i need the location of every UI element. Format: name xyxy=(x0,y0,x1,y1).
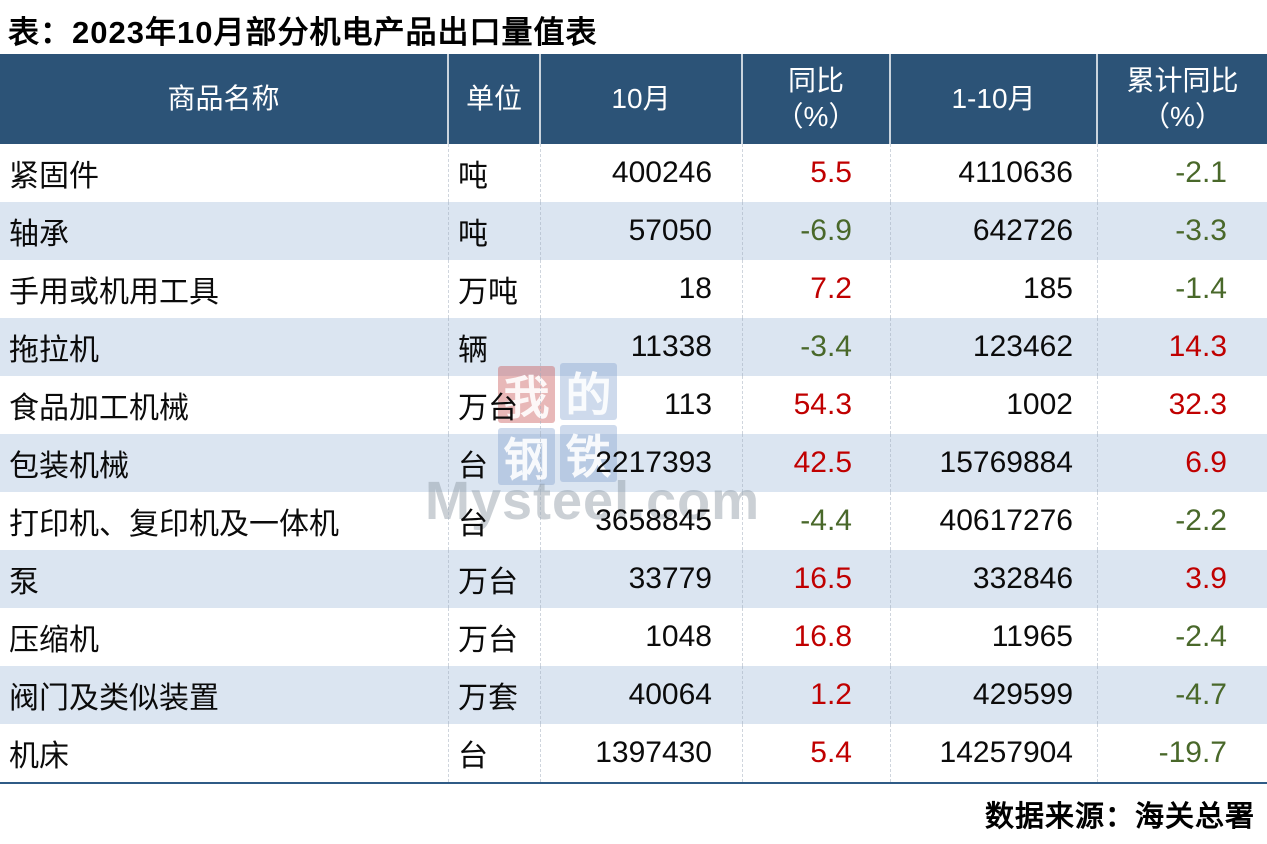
table-header-row: 商品名称 单位 10月 同比 （%） 1-10月 累计同比 （%） xyxy=(0,54,1267,144)
cell-yoy: 5.5 xyxy=(743,144,891,202)
cell-janoct: 14257904 xyxy=(891,724,1098,782)
cell-name: 阀门及类似装置 xyxy=(0,666,449,724)
cell-cumyoy: -2.1 xyxy=(1175,156,1227,189)
table-row: 阀门及类似装置 万套 40064 1.2 429599 -4.7 xyxy=(0,666,1267,724)
header-label: 累计同比 xyxy=(1126,64,1239,96)
cell-janoct: 332846 xyxy=(891,550,1098,608)
cell-unit: 辆 xyxy=(449,318,541,376)
header-label: 1-10月 xyxy=(951,82,1036,114)
header-october: 10月 xyxy=(541,54,743,144)
cell-janoct: 11965 xyxy=(891,608,1098,666)
cell-yoy: 5.4 xyxy=(743,724,891,782)
cell-oct: 113 xyxy=(541,376,743,434)
cell-yoy: 54.3 xyxy=(743,376,891,434)
cell-name: 拖拉机 xyxy=(0,318,449,376)
cell-janoct: 642726 xyxy=(891,202,1098,260)
cell-cumyoy: -2.2 xyxy=(1175,504,1227,537)
data-source-note: 数据来源：海关总署 xyxy=(984,801,1255,833)
cell-unit: 万台 xyxy=(449,376,541,434)
cell-oct: 2217393 xyxy=(541,434,743,492)
cell-oct: 40064 xyxy=(541,666,743,724)
table-body: 紧固件 吨 400246 5.5 4110636 -2.1 轴承 吨 57050… xyxy=(0,144,1267,782)
header-sublabel: （%） xyxy=(775,101,857,132)
table-row: 包装机械 台 2217393 42.5 15769884 6.9 xyxy=(0,434,1267,492)
cell-janoct: 1002 xyxy=(891,376,1098,434)
table-row: 紧固件 吨 400246 5.5 4110636 -2.1 xyxy=(0,144,1267,202)
table-row: 机床 台 1397430 5.4 14257904 -19.7 xyxy=(0,724,1267,782)
cell-oct: 11338 xyxy=(541,318,743,376)
cell-unit: 吨 xyxy=(449,144,541,202)
cell-cumyoy: 14.3 xyxy=(1168,330,1227,363)
cell-unit: 万套 xyxy=(449,666,541,724)
cell-oct: 18 xyxy=(541,260,743,318)
cell-name: 轴承 xyxy=(0,202,449,260)
cell-cumyoy: -1.4 xyxy=(1175,272,1227,305)
cell-oct: 3658845 xyxy=(541,492,743,550)
cell-name: 压缩机 xyxy=(0,608,449,666)
cell-janoct: 123462 xyxy=(891,318,1098,376)
table-row: 食品加工机械 万台 113 54.3 1002 32.3 xyxy=(0,376,1267,434)
header-label: 商品名称 xyxy=(167,82,280,114)
cell-unit: 台 xyxy=(449,434,541,492)
cell-name: 手用或机用工具 xyxy=(0,260,449,318)
cell-unit: 台 xyxy=(449,724,541,782)
cell-cumyoy: -19.7 xyxy=(1158,736,1227,769)
header-label: 10月 xyxy=(611,82,671,114)
cell-janoct: 185 xyxy=(891,260,1098,318)
cell-janoct: 40617276 xyxy=(891,492,1098,550)
table-row: 打印机、复印机及一体机 台 3658845 -4.4 40617276 -2.2 xyxy=(0,492,1267,550)
cell-yoy: 16.5 xyxy=(743,550,891,608)
cell-janoct: 429599 xyxy=(891,666,1098,724)
cell-oct: 400246 xyxy=(541,144,743,202)
table-row: 泵 万台 33779 16.5 332846 3.9 xyxy=(0,550,1267,608)
table-row: 手用或机用工具 万吨 18 7.2 185 -1.4 xyxy=(0,260,1267,318)
cell-yoy: -4.4 xyxy=(743,492,891,550)
header-sublabel: （%） xyxy=(1142,101,1223,132)
cell-name: 紧固件 xyxy=(0,144,449,202)
cell-yoy: -6.9 xyxy=(743,202,891,260)
cell-name: 机床 xyxy=(0,724,449,782)
cell-yoy: 42.5 xyxy=(743,434,891,492)
cell-cumyoy: -2.4 xyxy=(1175,620,1227,653)
cell-unit: 万台 xyxy=(449,608,541,666)
table-row: 压缩机 万台 1048 16.8 11965 -2.4 xyxy=(0,608,1267,666)
cell-unit: 吨 xyxy=(449,202,541,260)
cell-yoy: -3.4 xyxy=(743,318,891,376)
cell-oct: 1048 xyxy=(541,608,743,666)
header-cumulative-yoy: 累计同比 （%） xyxy=(1098,54,1267,144)
header-jan-oct: 1-10月 xyxy=(891,54,1098,144)
cell-name: 泵 xyxy=(0,550,449,608)
cell-cumyoy: 6.9 xyxy=(1185,446,1227,479)
cell-yoy: 16.8 xyxy=(743,608,891,666)
cell-oct: 1397430 xyxy=(541,724,743,782)
cell-unit: 万吨 xyxy=(449,260,541,318)
table-row: 轴承 吨 57050 -6.9 642726 -3.3 xyxy=(0,202,1267,260)
header-unit: 单位 xyxy=(449,54,541,144)
header-product-name: 商品名称 xyxy=(0,54,449,144)
header-label: 同比 xyxy=(787,64,844,96)
cell-oct: 57050 xyxy=(541,202,743,260)
header-label: 单位 xyxy=(465,82,522,114)
cell-name: 打印机、复印机及一体机 xyxy=(0,492,449,550)
cell-name: 包装机械 xyxy=(0,434,449,492)
cell-oct: 33779 xyxy=(541,550,743,608)
export-table: 商品名称 单位 10月 同比 （%） 1-10月 累计同比 （%） 紧固件 吨 … xyxy=(0,54,1267,784)
cell-janoct: 4110636 xyxy=(891,144,1098,202)
cell-name: 食品加工机械 xyxy=(0,376,449,434)
table-bottom-rule xyxy=(0,782,1267,784)
cell-cumyoy: -4.7 xyxy=(1175,678,1227,711)
cell-yoy: 7.2 xyxy=(743,260,891,318)
cell-janoct: 15769884 xyxy=(891,434,1098,492)
cell-yoy: 1.2 xyxy=(743,666,891,724)
cell-cumyoy: 32.3 xyxy=(1168,388,1227,421)
cell-unit: 台 xyxy=(449,492,541,550)
cell-unit: 万台 xyxy=(449,550,541,608)
cell-cumyoy: 3.9 xyxy=(1185,562,1227,595)
table-title: 表：2023年10月部分机电产品出口量值表 xyxy=(8,15,598,50)
cell-cumyoy: -3.3 xyxy=(1175,214,1227,247)
header-yoy: 同比 （%） xyxy=(743,54,891,144)
table-row: 拖拉机 辆 11338 -3.4 123462 14.3 xyxy=(0,318,1267,376)
